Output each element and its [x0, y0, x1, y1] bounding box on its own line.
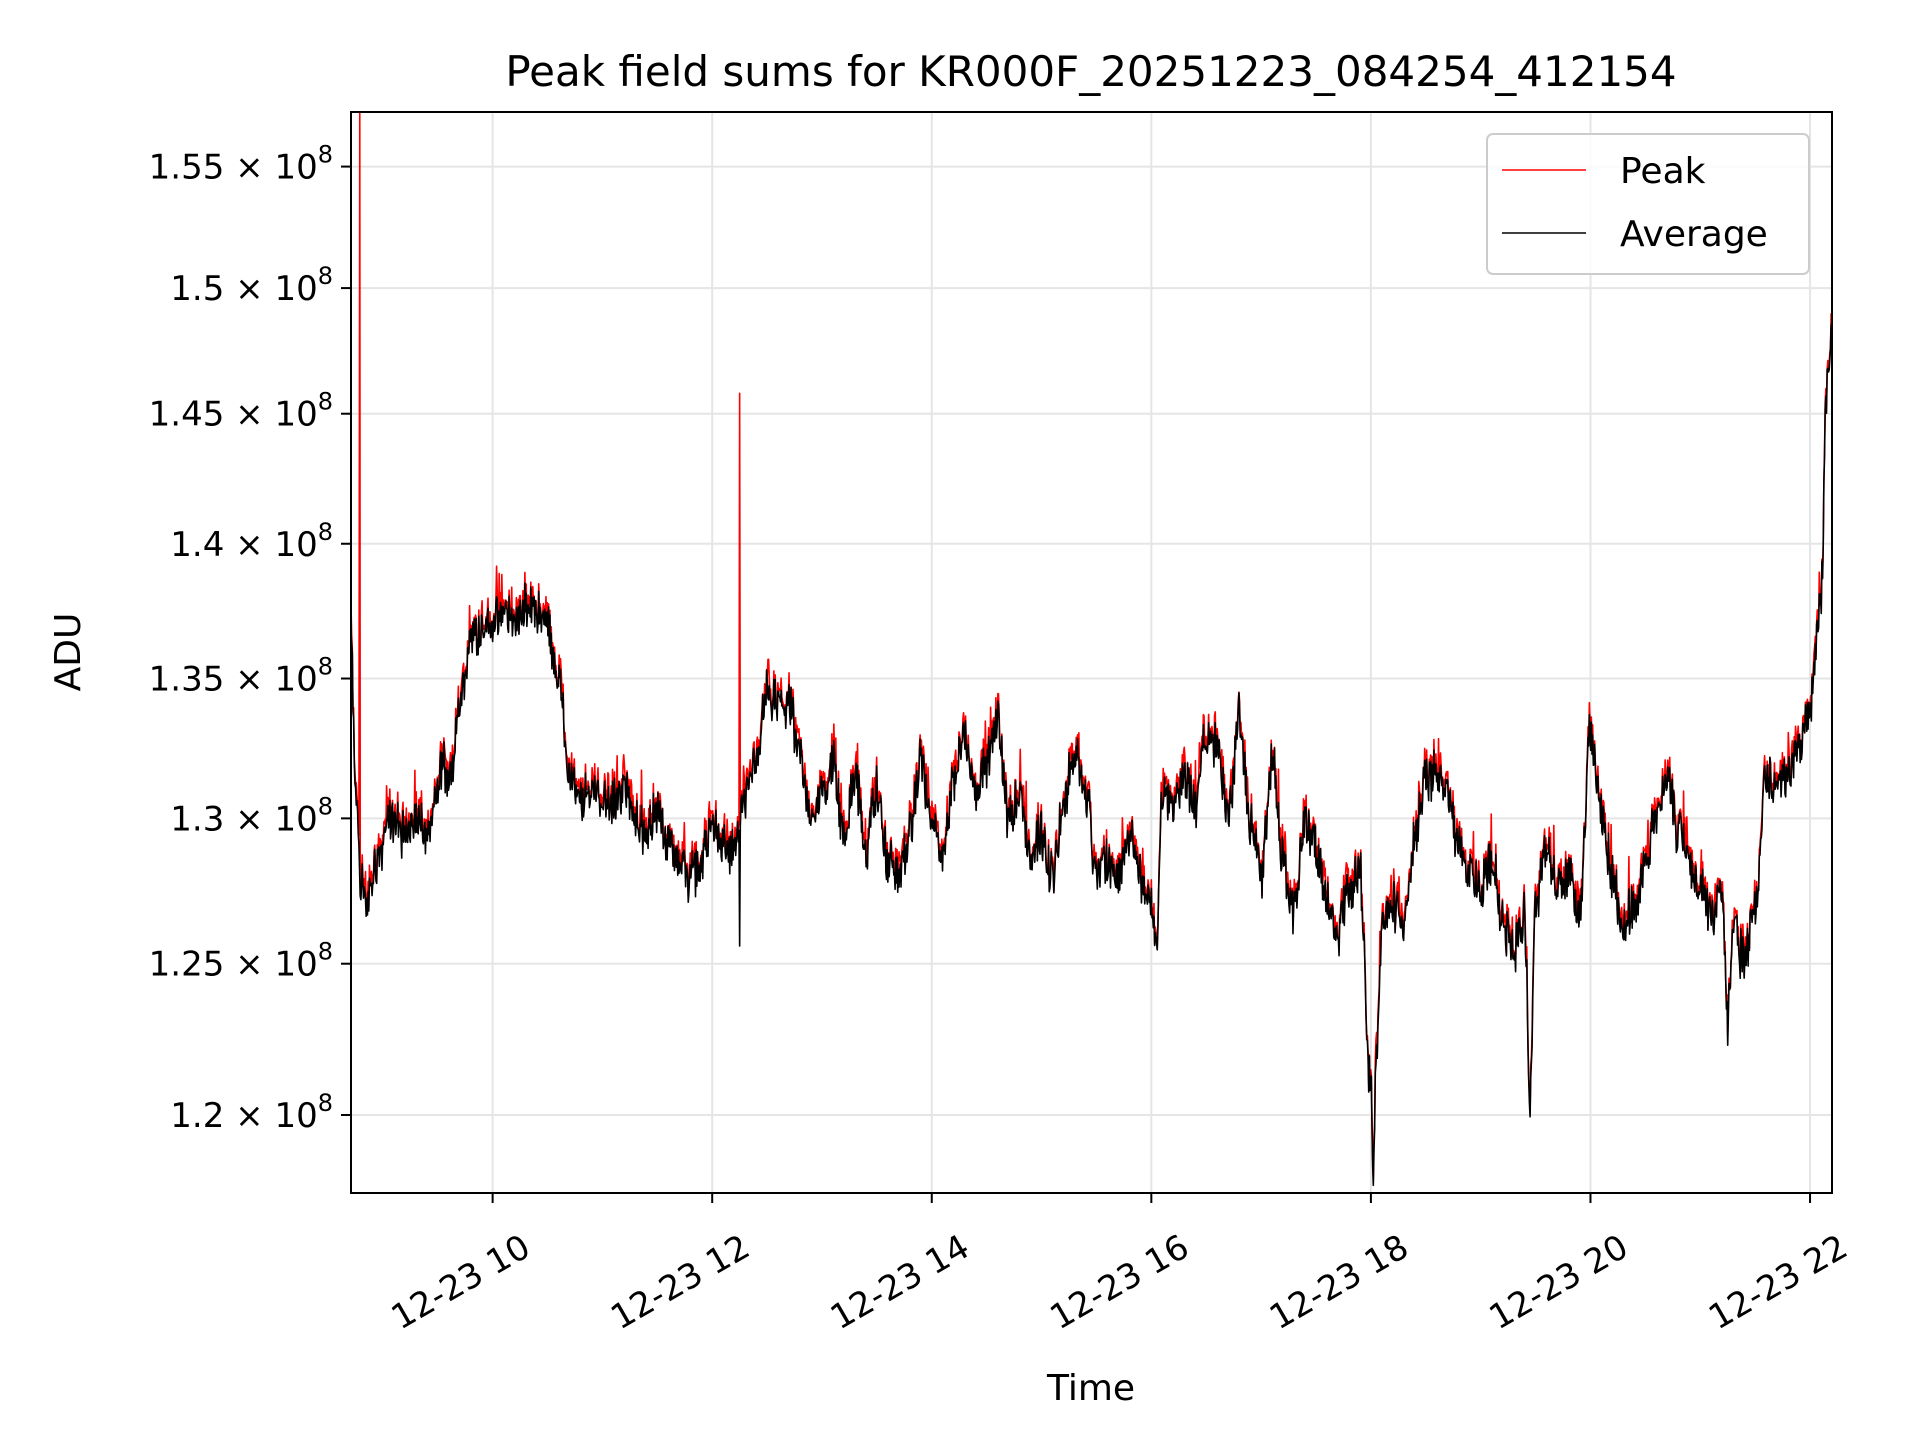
y-tick-exponent: 8	[318, 518, 333, 546]
y-tick-mantissa: 1.25 × 10	[149, 945, 318, 985]
chart-title: Peak field sums for KR000F_20251223_0842…	[505, 47, 1676, 96]
y-tick-mantissa: 1.5 × 10	[170, 269, 317, 309]
y-tick-exponent: 8	[318, 388, 333, 416]
y-tick-mantissa: 1.35 × 10	[149, 660, 318, 700]
y-tick-mantissa: 1.2 × 10	[170, 1096, 317, 1136]
y-tick-exponent: 8	[318, 653, 333, 681]
legend-label-average: Average	[1620, 214, 1768, 255]
y-tick-exponent: 8	[318, 938, 333, 966]
y-tick-label: 1.55 × 108	[149, 141, 333, 188]
y-axis-label: ADU	[48, 613, 89, 692]
y-tick-mantissa: 1.55 × 10	[149, 148, 318, 188]
x-axis-label: Time	[1046, 1368, 1135, 1409]
y-tick-mantissa: 1.4 × 10	[170, 525, 317, 565]
legend-box	[1486, 133, 1810, 275]
y-tick-label: 1.2 × 108	[170, 1089, 333, 1136]
series-layer	[351, 112, 1832, 1187]
x-gridlines	[491, 112, 1812, 1193]
y-tick-mantissa: 1.45 × 10	[149, 395, 318, 435]
legend-label-peak: Peak	[1620, 151, 1706, 192]
y-tick-label: 1.35 × 108	[149, 653, 333, 700]
y-tick-mantissa: 1.3 × 10	[170, 799, 317, 839]
y-tick-label: 1.5 × 108	[170, 262, 333, 309]
y-tick-label: 1.3 × 108	[170, 792, 333, 839]
y-tick-exponent: 8	[318, 1089, 333, 1117]
legend: Peak Average	[1486, 133, 1810, 275]
y-tick-exponent: 8	[318, 262, 333, 290]
series-line-average	[351, 324, 1832, 1187]
y-tick-exponent: 8	[318, 792, 333, 820]
y-tick-label: 1.25 × 108	[149, 938, 333, 985]
plot-frame	[350, 111, 1833, 1194]
y-tick-label: 1.45 × 108	[149, 388, 333, 435]
y-tick-exponent: 8	[318, 141, 333, 169]
y-tick-label: 1.4 × 108	[170, 518, 333, 565]
